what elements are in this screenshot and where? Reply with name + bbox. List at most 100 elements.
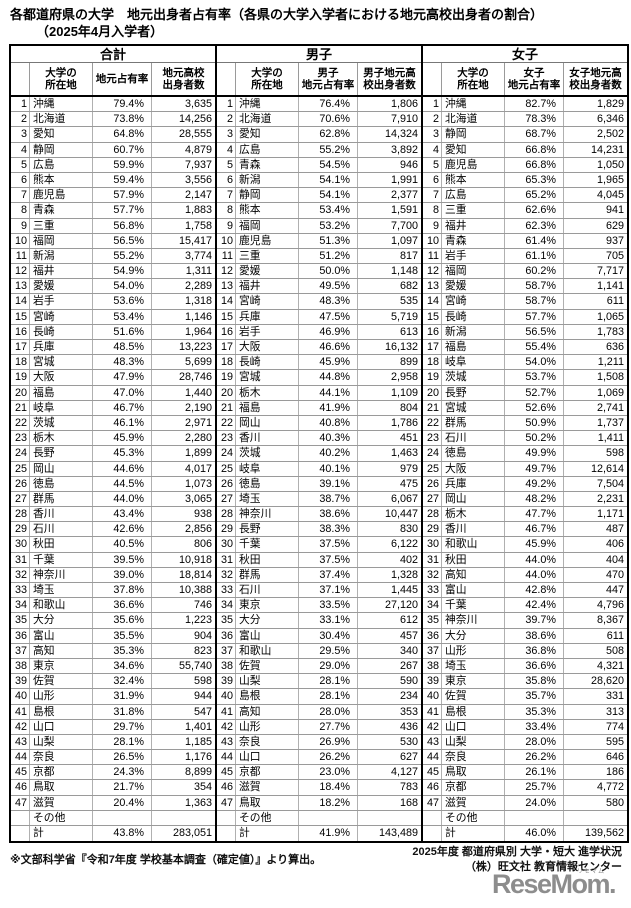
table-row: 14 宮崎 48.3% 535 (217, 294, 421, 310)
table-row: 13 福井 49.5% 682 (217, 279, 421, 295)
location-cell: 福岡 (236, 218, 299, 233)
location-cell: 熊本 (30, 172, 93, 188)
share-cell: 35.6% (93, 613, 152, 628)
count-cell: 1,783 (596, 325, 624, 338)
count-cell: 636 (605, 341, 624, 353)
table-row: 26 徳島 44.5% 1,073 (11, 476, 215, 492)
share-cell: 59.9% (93, 157, 152, 172)
rank-cell: 31 (423, 552, 442, 567)
rank-cell: 30 (11, 537, 30, 552)
table-row: 35 大分 35.6% 1,223 (11, 613, 215, 629)
table-row: 32 群馬 37.4% 1,328 (217, 567, 421, 583)
count-cell: 547 (193, 705, 212, 718)
location-cell: 石川 (442, 431, 505, 446)
rank-cell: 2 (423, 112, 442, 127)
location-cell: 石川 (30, 522, 93, 537)
share-cell: 49.9% (505, 446, 564, 461)
location-cell: 宮城 (30, 355, 93, 370)
count-cell: 12,614 (590, 462, 624, 475)
count-cell: 1,806 (390, 98, 418, 110)
share-cell: 40.8% (299, 415, 358, 431)
location-cell: 山形 (442, 643, 505, 658)
rank-cell: 33 (423, 583, 442, 598)
count-cell: 28,620 (590, 675, 624, 688)
share-cell: 26.2% (505, 750, 564, 765)
location-cell: 熊本 (442, 172, 505, 188)
table-row: 9 福井 62.3% 629 (423, 218, 627, 234)
rank-cell: 15 (11, 309, 30, 324)
share-cell: 57.7% (93, 203, 152, 218)
table-row: 38 佐賀 29.0% 267 (217, 658, 421, 675)
share-cell: 39.7% (505, 613, 564, 628)
count-cell: 6,067 (390, 492, 418, 505)
share-column-header: 男子 地元占有率 (299, 63, 358, 95)
count-cell: 2,502 (596, 128, 624, 141)
location-cell: 宮崎 (442, 294, 505, 309)
rank-cell: 14 (423, 294, 442, 309)
count-cell: 1,311 (185, 265, 212, 278)
table-row: 25 岐阜 40.1% 979 (217, 461, 421, 477)
rank-cell: 21 (423, 400, 442, 415)
table-row: 7 鹿児島 57.9% 2,147 (11, 188, 215, 204)
location-cell: 富山 (236, 628, 299, 643)
location-cell: 島根 (236, 689, 299, 704)
location-cell: 千葉 (30, 552, 93, 567)
share-cell: 56.8% (93, 218, 152, 233)
share-cell: 21.7% (93, 780, 152, 795)
share-cell: 61.4% (505, 233, 564, 248)
count-column-header: 男子地元高 校出身者数 (363, 66, 416, 92)
count-cell: 15,417 (178, 234, 212, 247)
location-cell: 群馬 (442, 415, 505, 431)
rank-cell: 19 (217, 370, 236, 385)
share-cell: 49.7% (505, 461, 564, 476)
share-cell: 47.0% (93, 385, 152, 400)
count-cell: 1,050 (596, 158, 624, 171)
table-row: 29 香川 46.7% 487 (423, 522, 627, 538)
table-row: 1 沖縄 82.7% 1,829 (423, 97, 627, 113)
count-cell: 3,635 (184, 98, 212, 110)
count-cell: 487 (605, 523, 624, 536)
rank-cell: 38 (11, 658, 30, 674)
share-cell: 29.0% (299, 658, 358, 674)
table-row: 42 山口 33.4% 774 (423, 719, 627, 735)
section-male-header: 大学の 所在地 男子 地元占有率 男子地元高 校出身者数 (217, 63, 421, 97)
share-cell: 47.7% (505, 507, 564, 522)
location-cell: 香川 (442, 522, 505, 537)
table-row: 18 長崎 45.9% 899 (217, 355, 421, 371)
location-cell: 鹿児島 (30, 188, 93, 203)
table-row: 10 青森 61.4% 937 (423, 233, 627, 249)
rank-cell: 43 (11, 734, 30, 750)
count-cell: 1,829 (596, 98, 624, 110)
rank-cell: 3 (11, 127, 30, 142)
share-cell: 35.7% (505, 689, 564, 704)
count-cell: 4,017 (184, 462, 212, 475)
count-cell: 5,719 (390, 310, 418, 323)
table-row: 5 広島 59.9% 7,937 (11, 157, 215, 173)
share-cell: 28.1% (299, 689, 358, 704)
count-cell: 2,280 (184, 432, 212, 445)
share-cell: 48.5% (93, 340, 152, 355)
location-cell: 新潟 (236, 172, 299, 188)
count-cell: 941 (605, 204, 624, 217)
share-cell: 50.9% (505, 415, 564, 431)
location-cell: 兵庫 (236, 309, 299, 324)
table-row: 45 京都 23.0% 4,127 (217, 765, 421, 781)
rank-cell: 33 (217, 583, 236, 598)
share-cell: 47.9% (93, 370, 152, 385)
table-row: 16 長崎 51.6% 1,964 (11, 324, 215, 340)
count-cell: 4,796 (596, 599, 624, 612)
rank-cell: 37 (217, 643, 236, 658)
location-cell: 京都 (236, 765, 299, 780)
rank-cell: 9 (423, 218, 442, 233)
share-cell: 40.2% (299, 446, 358, 461)
count-cell: 1,445 (390, 584, 418, 596)
share-cell: 37.5% (299, 552, 358, 567)
rank-cell: 21 (217, 400, 236, 415)
table-row: 47 鳥取 18.2% 168 (217, 795, 421, 811)
location-cell: 和歌山 (442, 537, 505, 552)
share-cell: 76.4% (299, 97, 358, 112)
share-cell: 58.7% (505, 294, 564, 309)
share-cell: 31.9% (93, 689, 152, 704)
location-cell: 島根 (30, 704, 93, 719)
share-cell: 36.8% (505, 643, 564, 658)
